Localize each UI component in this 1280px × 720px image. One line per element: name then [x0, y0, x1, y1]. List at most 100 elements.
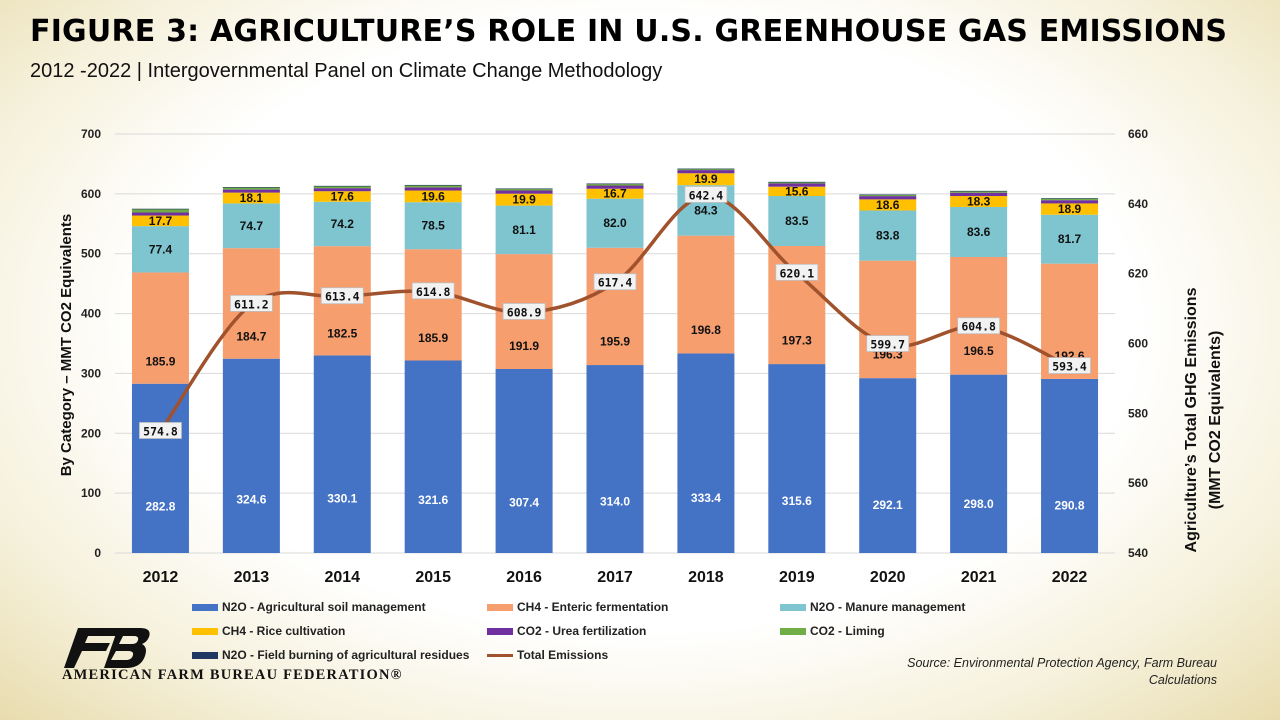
bar-data-label: 15.6: [785, 184, 809, 198]
bar-segment: [1041, 214, 1099, 264]
total-data-label: 593.4: [1052, 360, 1087, 374]
total-data-label: 642.4: [689, 188, 724, 202]
total-label-box: [320, 287, 364, 305]
bar-segment: [768, 186, 826, 197]
bar-segment: [131, 383, 189, 553]
y2-axis-title-line1: Agriculture’s Total GHG Emissions: [1183, 287, 1200, 552]
total-label-box: [593, 273, 637, 291]
total-data-label: 613.4: [325, 290, 360, 304]
bar-data-label: 74.7: [240, 219, 264, 233]
bar-segment: [950, 191, 1008, 193]
bar-segment: [586, 188, 644, 199]
bar-segment: [677, 168, 735, 171]
bar-segment: [950, 196, 1008, 207]
bar-data-label: 324.6: [236, 493, 266, 507]
bar-segment: [222, 192, 280, 204]
bar-data-label: 74.2: [331, 217, 355, 231]
legend-label: N2O - Agricultural soil management: [222, 600, 426, 614]
legend-swatch: [192, 651, 218, 659]
bar-segment: [950, 206, 1008, 258]
bar-segment: [677, 173, 735, 186]
x-tick-label: 2013: [234, 569, 270, 586]
figure-subtitle: 2012 -2022 | Intergovernmental Panel on …: [30, 60, 663, 82]
bar-segment: [222, 187, 280, 188]
bar-data-label: 298.0: [964, 497, 994, 511]
legend-item: CH4 - Rice cultivation: [192, 624, 345, 638]
bar-segment: [586, 185, 644, 189]
total-data-label: 599.7: [870, 338, 905, 352]
bar-segment: [859, 196, 917, 200]
y2-axis-title-line2: (MMT CO2 Equivalents): [1207, 331, 1224, 510]
y-tick-label: 600: [81, 187, 101, 201]
bar-data-label: 18.3: [967, 194, 991, 208]
legend-label: Total Emissions: [517, 648, 609, 662]
bar-segment: [222, 358, 280, 553]
bar-segment: [222, 203, 280, 249]
y-tick-label: 400: [81, 307, 101, 321]
legend-label: CH4 - Rice cultivation: [222, 624, 346, 638]
bar-data-label: 81.1: [512, 223, 536, 237]
bar-data-label: 16.7: [603, 187, 627, 201]
bar-segment: [222, 187, 280, 190]
bar-segment: [586, 198, 644, 248]
bar-data-label: 19.9: [512, 193, 536, 207]
bar-segment: [495, 368, 553, 553]
bar-data-label: 17.6: [331, 189, 355, 203]
y-tick-label: 500: [81, 247, 101, 261]
bar-segment: [131, 208, 189, 210]
total-label-box: [957, 317, 1001, 335]
bar-segment: [950, 257, 1008, 375]
total-label-box: [684, 186, 728, 203]
bar-segment: [768, 183, 826, 187]
bar-segment: [677, 235, 735, 354]
bar-data-label: 82.0: [603, 216, 627, 230]
total-data-label: 574.8: [143, 424, 178, 438]
bar-data-label: 292.1: [873, 498, 903, 512]
bar-segment: [586, 183, 644, 185]
bar-segment: [859, 194, 917, 196]
legend-item: N2O - Field burning of agricultural resi…: [192, 648, 469, 662]
legend-swatch: [780, 603, 806, 611]
bar-segment: [1041, 203, 1099, 215]
bar-data-label: 17.7: [149, 214, 173, 228]
y-tick-label: 300: [81, 366, 101, 380]
y2-tick-label: 620: [1128, 267, 1148, 281]
bar-segment: [222, 189, 280, 193]
bar-segment: [131, 226, 189, 273]
total-label-box: [411, 282, 455, 300]
total-data-label: 620.1: [780, 266, 815, 280]
figure-title: FIGURE 3: AGRICULTURE’S ROLE IN U.S. GRE…: [30, 14, 1228, 49]
bar-data-label: 185.9: [418, 331, 448, 345]
bar-segment: [859, 210, 917, 261]
bar-data-label: 196.5: [964, 344, 994, 358]
total-label-box: [775, 263, 819, 281]
y-tick-label: 200: [81, 426, 101, 440]
total-data-label: 611.2: [234, 297, 269, 311]
bar-segment: [404, 185, 462, 188]
legend-item: N2O - Agricultural soil management: [192, 600, 426, 614]
total-label-box: [229, 294, 273, 312]
bar-segment: [495, 188, 553, 190]
legend-swatch: [192, 627, 218, 635]
bar-data-label: 185.9: [145, 354, 175, 368]
legend-label: N2O - Manure management: [810, 600, 966, 614]
source-note: Source: Environmental Protection Agency,…: [907, 656, 1217, 687]
bar-data-label: 18.1: [240, 191, 264, 205]
bar-segment: [859, 194, 917, 197]
bar-segment: [950, 192, 1008, 197]
x-tick-label: 2019: [779, 569, 815, 586]
bar-segment: [495, 188, 553, 191]
x-tick-label: 2012: [143, 569, 179, 586]
bar-segment: [313, 185, 371, 187]
bar-data-label: 191.9: [509, 339, 539, 353]
bar-data-label: 182.5: [327, 327, 357, 341]
x-tick-label: 2017: [597, 569, 633, 586]
y2-tick-label: 600: [1128, 337, 1148, 351]
bar-segment: [1041, 200, 1099, 204]
legend-label: N2O - Field burning of agricultural resi…: [222, 648, 470, 662]
bar-segment: [586, 365, 644, 553]
legend-label: CH4 - Enteric fermentation: [517, 600, 669, 614]
y-tick-label: 0: [94, 546, 101, 560]
bar-segment: [586, 183, 644, 186]
